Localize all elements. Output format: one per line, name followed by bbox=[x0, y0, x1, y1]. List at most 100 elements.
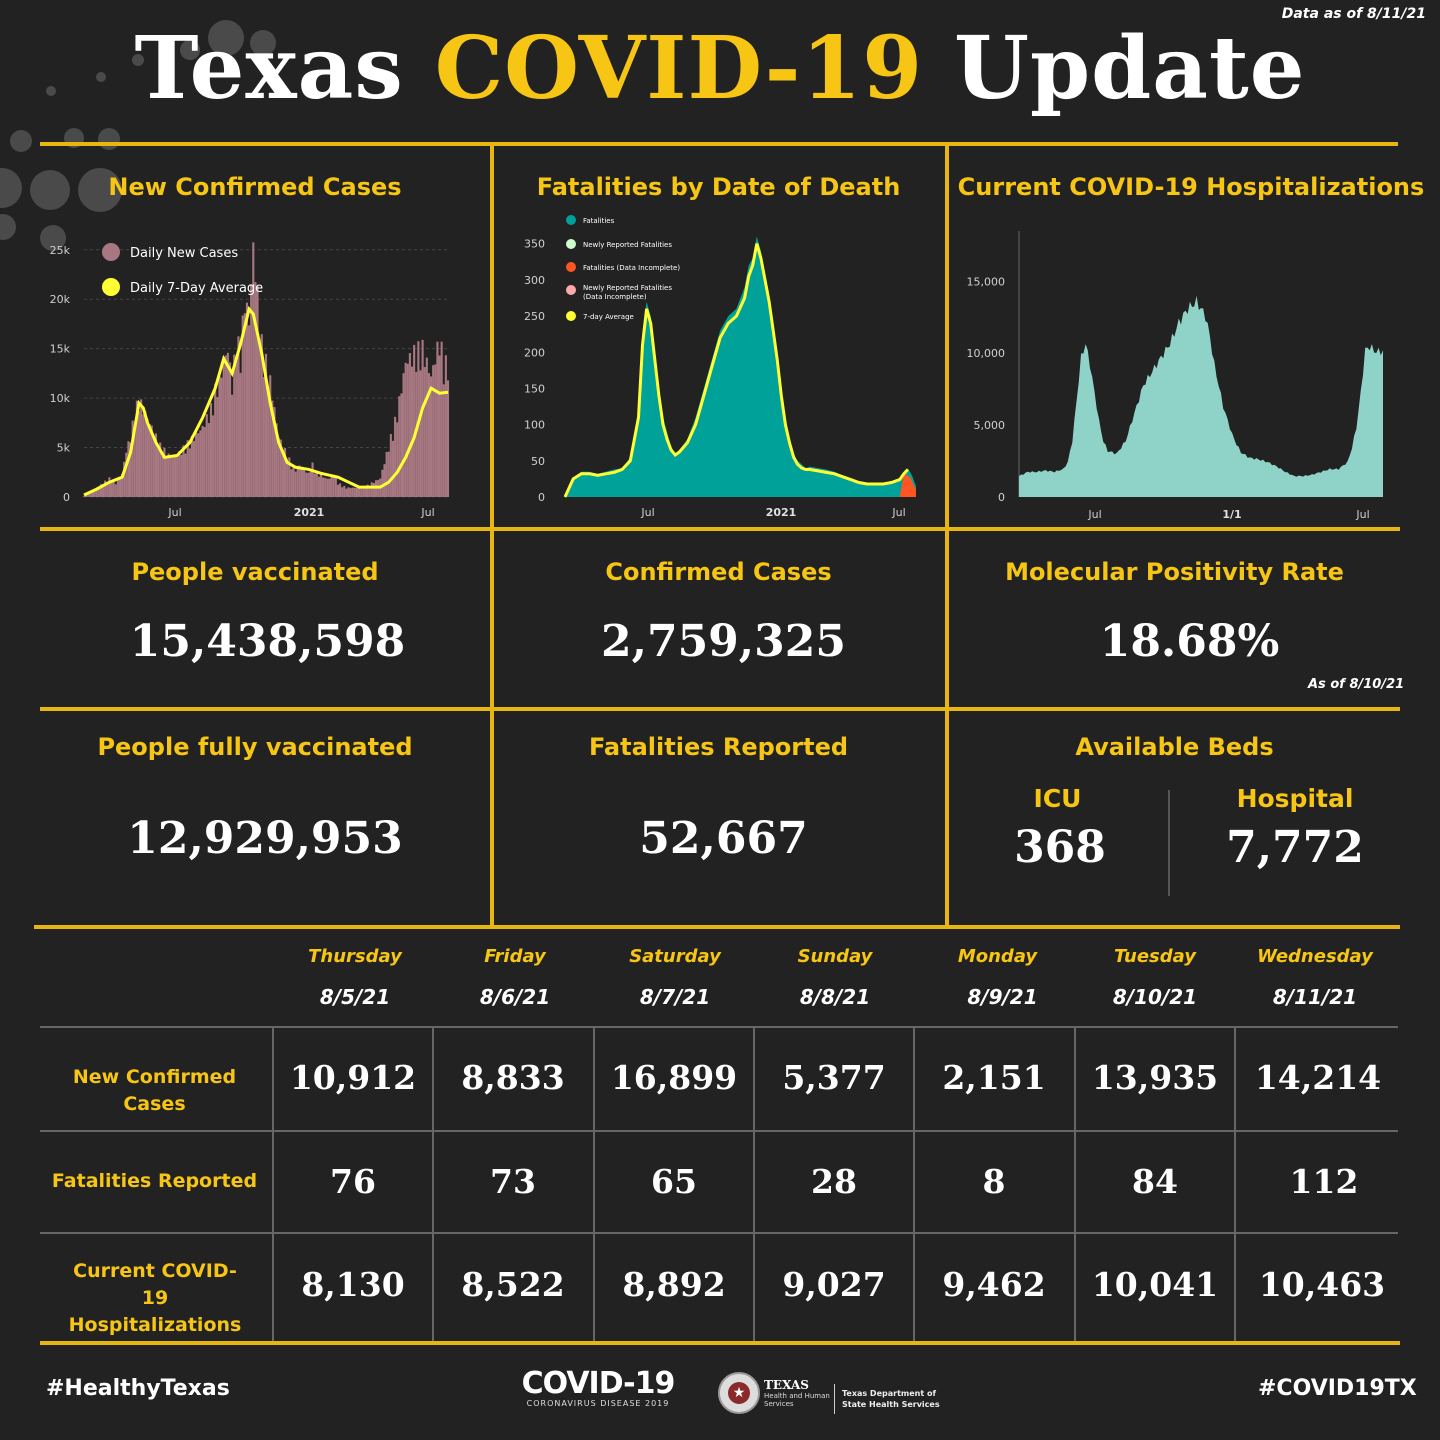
case-bar bbox=[129, 442, 132, 497]
x-tick-label: 2021 bbox=[766, 506, 797, 519]
fully-vaccinated-value: 12,929,953 bbox=[127, 813, 403, 864]
table-cell: 28 bbox=[811, 1162, 857, 1201]
date-header: 8/7/21 bbox=[639, 985, 711, 1009]
legend-swatch bbox=[566, 285, 576, 295]
data-as-of-date: Data as of 8/11/21 bbox=[1281, 6, 1426, 22]
seven-day-average-line bbox=[83, 305, 449, 497]
case-bar bbox=[353, 487, 356, 497]
case-bar bbox=[248, 325, 251, 497]
y-tick-label: 20k bbox=[50, 293, 71, 306]
table-cell: 112 bbox=[1289, 1162, 1359, 1201]
case-bar bbox=[148, 423, 151, 497]
hashtag-covid19tx[interactable]: #COVID19TX bbox=[1258, 1376, 1417, 1401]
table-cell: 8,833 bbox=[461, 1058, 565, 1097]
case-bar bbox=[146, 419, 149, 497]
table-cell: 10,463 bbox=[1258, 1265, 1386, 1304]
day-header: Saturday bbox=[629, 946, 721, 967]
case-bar bbox=[364, 488, 367, 497]
case-bar bbox=[184, 453, 187, 497]
case-bar bbox=[434, 364, 437, 497]
table-cell: 9,027 bbox=[782, 1265, 886, 1304]
day-header: Monday bbox=[957, 946, 1038, 967]
case-bar bbox=[239, 372, 242, 497]
x-tick-label: Jul bbox=[1355, 508, 1369, 521]
x-tick-label: 2021 bbox=[294, 506, 325, 519]
people-vaccinated-label: People vaccinated bbox=[131, 558, 379, 586]
case-bar bbox=[339, 483, 342, 497]
table-col-rule bbox=[272, 1026, 274, 1342]
title-texas: Texas bbox=[134, 18, 404, 119]
table-cell: 76 bbox=[330, 1162, 376, 1201]
fully-vaccinated-label: People fully vaccinated bbox=[97, 733, 413, 761]
row-label-new-cases: New Confirmed Cases bbox=[72, 1066, 237, 1115]
case-bar bbox=[245, 302, 249, 497]
case-bar bbox=[438, 355, 441, 497]
table-cell: 8,130 bbox=[301, 1265, 405, 1304]
case-bar bbox=[89, 492, 92, 497]
table-cell: 9,462 bbox=[942, 1265, 1046, 1304]
case-bar bbox=[157, 448, 160, 497]
legend-label: 7-day Average bbox=[583, 313, 634, 321]
case-bar bbox=[137, 411, 141, 497]
case-bar bbox=[108, 477, 111, 497]
case-bar bbox=[176, 456, 179, 497]
case-bar bbox=[275, 423, 278, 497]
case-bar bbox=[182, 445, 185, 497]
case-bar bbox=[404, 362, 407, 497]
legend-label: Fatalities (Data Incomplete) bbox=[583, 264, 680, 272]
grid-line-charts-bottom bbox=[40, 527, 1400, 531]
table-col-rule bbox=[593, 1026, 595, 1342]
case-bar bbox=[430, 376, 433, 497]
case-bar bbox=[87, 493, 90, 497]
case-bar bbox=[326, 478, 329, 497]
table-cell: 16,899 bbox=[610, 1058, 738, 1097]
case-bar bbox=[446, 380, 450, 497]
case-bar bbox=[97, 486, 100, 497]
hospitalizations-chart: 0 5,000 10,000 15,000 Jul 1/1 Jul bbox=[967, 231, 1383, 521]
x-tick-label: Jul bbox=[891, 506, 905, 519]
y-tick-label: 0 bbox=[998, 491, 1005, 504]
case-bar bbox=[427, 373, 431, 497]
y-tick-label: 15k bbox=[50, 343, 71, 356]
hhs-logo: TEXAS Health and Human Services bbox=[764, 1378, 834, 1408]
case-bar bbox=[345, 488, 348, 497]
day-header: Thursday bbox=[308, 946, 402, 967]
people-vaccinated-value: 15,438,598 bbox=[129, 616, 406, 667]
texas-seal-icon: ★ bbox=[718, 1372, 760, 1414]
case-bar bbox=[322, 477, 325, 497]
case-bar bbox=[243, 313, 246, 497]
case-bar bbox=[114, 484, 117, 497]
confirmed-cases-value: 2,759,325 bbox=[601, 616, 846, 667]
case-bar bbox=[366, 484, 369, 497]
covid19-logo-sub: CORONAVIRUS DISEASE 2019 bbox=[526, 1399, 670, 1408]
case-bar bbox=[269, 375, 272, 497]
case-bar bbox=[277, 437, 280, 497]
case-bar bbox=[140, 399, 143, 497]
case-bar bbox=[389, 434, 392, 497]
hhs-logo-text: TEXAS bbox=[764, 1378, 809, 1392]
chart-title-fatalities: Fatalities by Date of Death bbox=[536, 173, 901, 201]
case-bar bbox=[444, 355, 447, 497]
x-tick-label: 1/1 bbox=[1222, 508, 1241, 521]
case-bar bbox=[106, 482, 109, 497]
case-bar bbox=[349, 488, 352, 497]
legend-label: Newly Reported Fatalities bbox=[583, 241, 672, 249]
date-header: 8/9/21 bbox=[967, 985, 1038, 1009]
legend-label: Newly Reported Fatalities bbox=[583, 284, 672, 292]
legend-label: (Data Incomplete) bbox=[583, 293, 647, 301]
case-bar bbox=[368, 485, 371, 497]
case-bar bbox=[135, 400, 138, 497]
case-bar bbox=[159, 442, 162, 497]
case-bar bbox=[214, 383, 217, 497]
positivity-note: As of 8/10/21 bbox=[1308, 677, 1405, 692]
legend-label-daily: Daily New Cases bbox=[130, 246, 238, 261]
hashtag-healthy-texas[interactable]: #HealthyTexas bbox=[46, 1376, 230, 1401]
case-bar bbox=[319, 472, 323, 497]
chart-title-cases: New Confirmed Cases bbox=[108, 173, 402, 201]
case-bar bbox=[290, 469, 293, 497]
cases-chart: 0 5k 10k 15k 20k 25k Jul 2021 Jul Daily New Cases… bbox=[50, 242, 450, 519]
case-bar bbox=[224, 355, 227, 497]
case-bar bbox=[394, 416, 397, 497]
case-bar bbox=[334, 477, 337, 497]
case-bar bbox=[292, 465, 295, 497]
